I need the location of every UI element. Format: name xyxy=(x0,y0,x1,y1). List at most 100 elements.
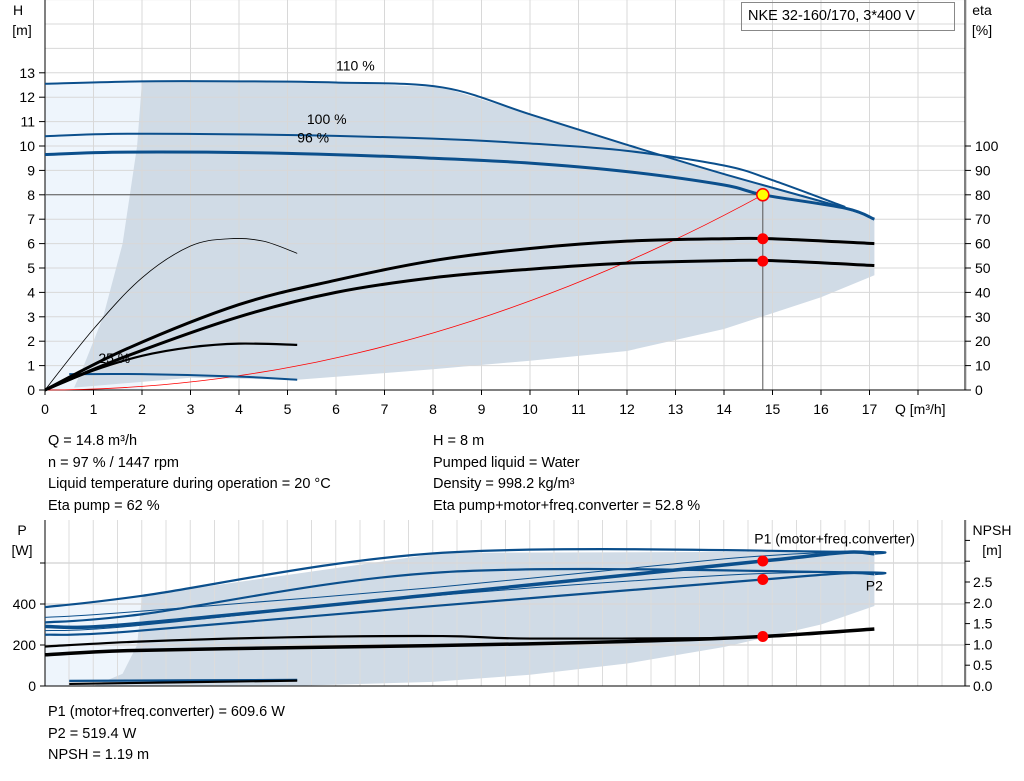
y2-axis-unit: [%] xyxy=(972,22,992,38)
shade-operating-region xyxy=(74,81,875,388)
p2-point xyxy=(757,574,769,586)
x-tick-label: 17 xyxy=(862,401,878,417)
info-p2: P2 = 519.4 W xyxy=(48,725,137,742)
x-tick-label: 13 xyxy=(668,401,684,417)
y2-tick-label: 0 xyxy=(975,382,983,398)
power-curve-1 xyxy=(44,551,846,618)
info-speed: n = 97 % / 1447 rpm xyxy=(48,454,179,471)
y-tick-label: 2 xyxy=(27,333,35,349)
x-tick-label: 12 xyxy=(619,401,635,417)
y2-axis-label: eta xyxy=(972,2,992,18)
npsh-curve-8 xyxy=(44,634,725,648)
y-tick-label: 3 xyxy=(27,309,35,325)
y2-tick-label: 100 xyxy=(975,138,999,154)
y-tick-label: 1 xyxy=(27,358,35,374)
npsh-tick-label: 0.0 xyxy=(973,678,993,694)
info-temperature: Liquid temperature during operation = 20… xyxy=(48,476,331,492)
y2-tick-label: 70 xyxy=(975,211,991,227)
system-curve xyxy=(44,194,763,391)
npsh-tick-label: 0.5 xyxy=(973,657,993,673)
y-axis-unit: [m] xyxy=(12,22,31,38)
y2-tick-label: 60 xyxy=(975,236,991,252)
npsh-tick-label: 2.5 xyxy=(973,574,993,590)
npsh-point xyxy=(757,630,769,642)
operating-point xyxy=(756,188,770,202)
y-tick-label: 0 xyxy=(27,382,35,398)
x-tick-label: 15 xyxy=(765,401,781,417)
x-tick-label: 8 xyxy=(429,401,437,417)
y-axis-label: H xyxy=(13,2,23,18)
y-tick-label: 13 xyxy=(19,65,35,81)
power-curve-3 xyxy=(44,567,887,624)
x-tick-label: 6 xyxy=(332,401,340,417)
info-eta-total: Eta pump+motor+freq.converter = 52.8 % xyxy=(433,497,701,514)
x-tick-label: 3 xyxy=(187,401,195,417)
x-tick-label: 14 xyxy=(716,401,732,417)
title-box: NKE 32-160/170, 3*400 V xyxy=(741,2,955,31)
info-liquid: Pumped liquid = Water xyxy=(433,454,580,471)
x-axis-label: Q [m³/h] xyxy=(895,401,946,417)
npsh-tick-label: 2.0 xyxy=(973,595,993,611)
y-tick-label: 9 xyxy=(27,162,35,178)
y2-tick-label: 80 xyxy=(975,187,991,203)
info-q: Q = 14.8 m³/h xyxy=(48,433,138,449)
npsh-curve-9 xyxy=(69,679,298,686)
y2-tick-label: 40 xyxy=(975,284,991,300)
y-tick-label: 5 xyxy=(27,260,35,276)
y2-tick-label: 30 xyxy=(975,309,991,325)
npsh-axis-unit: [m] xyxy=(982,542,1001,558)
x-tick-label: 11 xyxy=(571,401,586,417)
npsh-axis-label: NPSH xyxy=(973,522,1012,538)
qh-curve-2 xyxy=(44,150,875,221)
y-tick-label: 11 xyxy=(20,114,35,130)
x-tick-label: 7 xyxy=(381,401,389,417)
qh-curve-1 xyxy=(44,132,846,208)
qh-curve-0 xyxy=(44,80,875,221)
x-tick-label: 1 xyxy=(90,401,98,417)
info-h: H = 8 m xyxy=(433,433,485,449)
curve-label: 110 % xyxy=(336,57,375,73)
p-tick-label: 0 xyxy=(28,678,36,694)
y-tick-label: 6 xyxy=(27,236,35,252)
y2-tick-label: 90 xyxy=(975,162,991,178)
y2-tick-label: 20 xyxy=(975,333,991,349)
y-tick-label: 4 xyxy=(27,284,35,300)
efficiency-curve-4 xyxy=(44,236,875,392)
p-axis-unit: [W] xyxy=(12,542,33,558)
p-axis-label: P xyxy=(17,522,26,538)
curve-label: 25 % xyxy=(98,350,130,366)
x-tick-label: 10 xyxy=(522,401,538,417)
y-tick-label: 7 xyxy=(27,211,35,227)
eta-pump-point xyxy=(757,233,769,245)
curve-label: 96 % xyxy=(297,129,329,145)
x-tick-label: 5 xyxy=(284,401,292,417)
p1-point xyxy=(757,555,769,567)
x-tick-label: 9 xyxy=(478,401,486,417)
info-right: H = 8 m Pumped liquid = Water Density = … xyxy=(433,431,700,517)
eta-total-point xyxy=(757,255,769,267)
y-tick-label: 8 xyxy=(27,187,35,203)
y-tick-label: 10 xyxy=(19,138,35,154)
efficiency-curve-5 xyxy=(44,258,875,392)
x-tick-label: 4 xyxy=(235,401,243,417)
info-eta-pump: Eta pump = 62 % xyxy=(48,497,160,514)
qh-curve-3 xyxy=(69,372,298,381)
x-tick-label: 2 xyxy=(138,401,146,417)
series-label: P1 (motor+freq.converter) xyxy=(754,531,915,547)
power-curve-5 xyxy=(44,571,875,636)
y2-tick-label: 10 xyxy=(975,358,991,374)
curve-label: 100 % xyxy=(307,111,347,127)
info-p1: P1 (motor+freq.converter) = 609.6 W xyxy=(48,704,285,720)
p-tick-label: 200 xyxy=(13,637,37,653)
x-tick-label: 0 xyxy=(41,401,49,417)
efficiency-curve-6 xyxy=(44,238,298,391)
y-tick-label: 12 xyxy=(19,89,35,105)
npsh-tick-label: 1.5 xyxy=(973,616,993,632)
x-tick-label: 16 xyxy=(813,401,829,417)
npsh-tick-label: 1.0 xyxy=(973,636,993,652)
info-bottom: P1 (motor+freq.converter) = 609.6 W P2 =… xyxy=(48,702,285,767)
p-tick-label: 400 xyxy=(13,596,37,612)
y2-tick-label: 50 xyxy=(975,260,991,276)
